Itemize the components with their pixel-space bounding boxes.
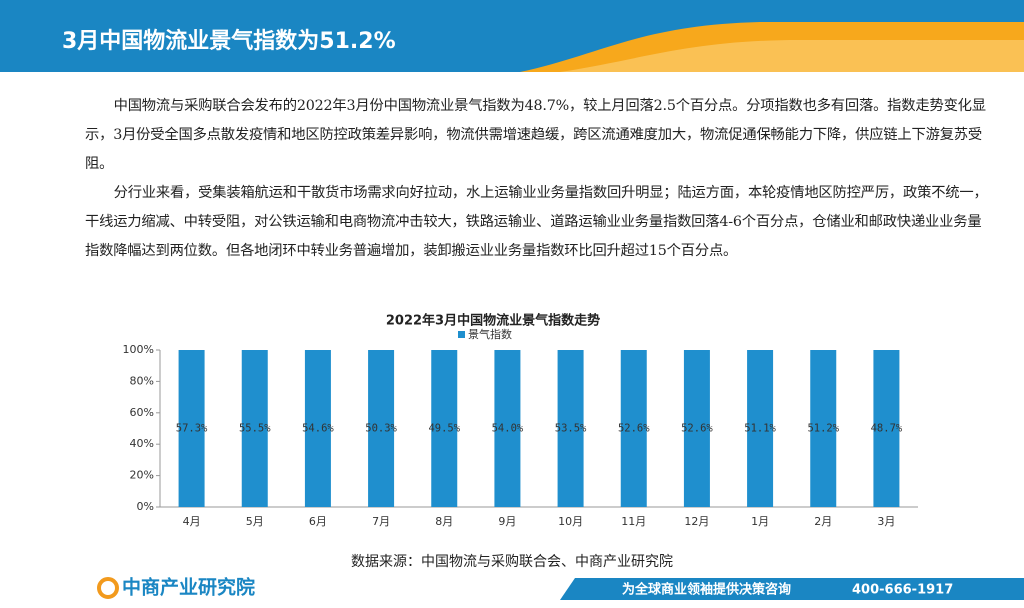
value-label: 53.5% xyxy=(555,423,587,435)
bar xyxy=(557,350,584,507)
value-label: 48.7% xyxy=(871,423,903,435)
value-label: 51.2% xyxy=(807,423,839,435)
header: 3月中国物流业景气指数为51.2% xyxy=(0,0,1024,72)
x-tick-label: 10月 xyxy=(558,515,583,528)
value-label: 49.5% xyxy=(428,423,460,435)
x-tick-label: 11月 xyxy=(621,515,646,528)
value-label: 54.6% xyxy=(302,423,334,435)
x-tick-label: 2月 xyxy=(814,515,832,528)
paragraph: 分行业来看，受集装箱航运和干散货市场需求向好拉动，水上运输业业务量指数回升明显；… xyxy=(85,185,988,259)
source: 数据来源：中国物流与采购联合会、中商产业研究院 xyxy=(351,554,673,570)
bar xyxy=(494,350,521,507)
bar xyxy=(873,350,900,507)
logo-icon xyxy=(97,577,119,599)
value-label: 50.3% xyxy=(365,423,397,435)
x-tick-label: 8月 xyxy=(435,515,453,528)
x-tick-label: 4月 xyxy=(183,515,201,528)
phone: 400-666-1917 xyxy=(852,583,953,598)
bar xyxy=(304,350,331,507)
value-label: 52.6% xyxy=(618,423,650,435)
x-tick-label: 12月 xyxy=(684,515,709,528)
y-tick-label: 100% xyxy=(123,343,154,356)
footer-bar xyxy=(560,578,1024,600)
value-label: 57.3% xyxy=(176,423,208,435)
bar xyxy=(368,350,395,507)
bar xyxy=(178,350,205,507)
x-tick-label: 9月 xyxy=(498,515,516,528)
x-tick-label: 6月 xyxy=(309,515,327,528)
logo-text: 中商产业研究院 xyxy=(122,576,255,599)
legend-swatch xyxy=(458,331,465,338)
bar xyxy=(620,350,647,507)
slide-title: 3月中国物流业景气指数为51.2% xyxy=(62,28,396,54)
footer: 中商产业研究院 为全球商业领袖提供决策咨询 400-666-1917 xyxy=(97,576,1024,600)
paragraph: 中国物流与采购联合会发布的2022年3月份中国物流业景气指数为48.7%，较上月… xyxy=(85,98,986,172)
value-label: 51.1% xyxy=(744,423,776,435)
x-tick-label: 3月 xyxy=(877,515,895,528)
y-tick-label: 0% xyxy=(137,500,154,513)
x-tick-label: 7月 xyxy=(372,515,390,528)
value-label: 52.6% xyxy=(681,423,713,435)
y-tick-label: 60% xyxy=(130,406,154,419)
bar xyxy=(747,350,774,507)
legend-label: 景气指数 xyxy=(468,327,512,341)
bar xyxy=(683,350,710,507)
y-tick-label: 40% xyxy=(130,437,154,450)
x-tick-label: 1月 xyxy=(751,515,769,528)
bar xyxy=(810,350,837,507)
bar xyxy=(431,350,458,507)
value-label: 55.5% xyxy=(239,423,271,435)
bar xyxy=(241,350,268,507)
y-tick-label: 80% xyxy=(130,374,154,387)
value-label: 54.0% xyxy=(492,423,524,435)
chart-title: 2022年3月中国物流业景气指数走势 xyxy=(386,313,600,329)
slogan: 为全球商业领袖提供决策咨询 xyxy=(622,582,791,598)
y-tick-label: 20% xyxy=(130,469,154,482)
x-tick-label: 5月 xyxy=(246,515,264,528)
header-swoosh-light xyxy=(560,40,1024,72)
